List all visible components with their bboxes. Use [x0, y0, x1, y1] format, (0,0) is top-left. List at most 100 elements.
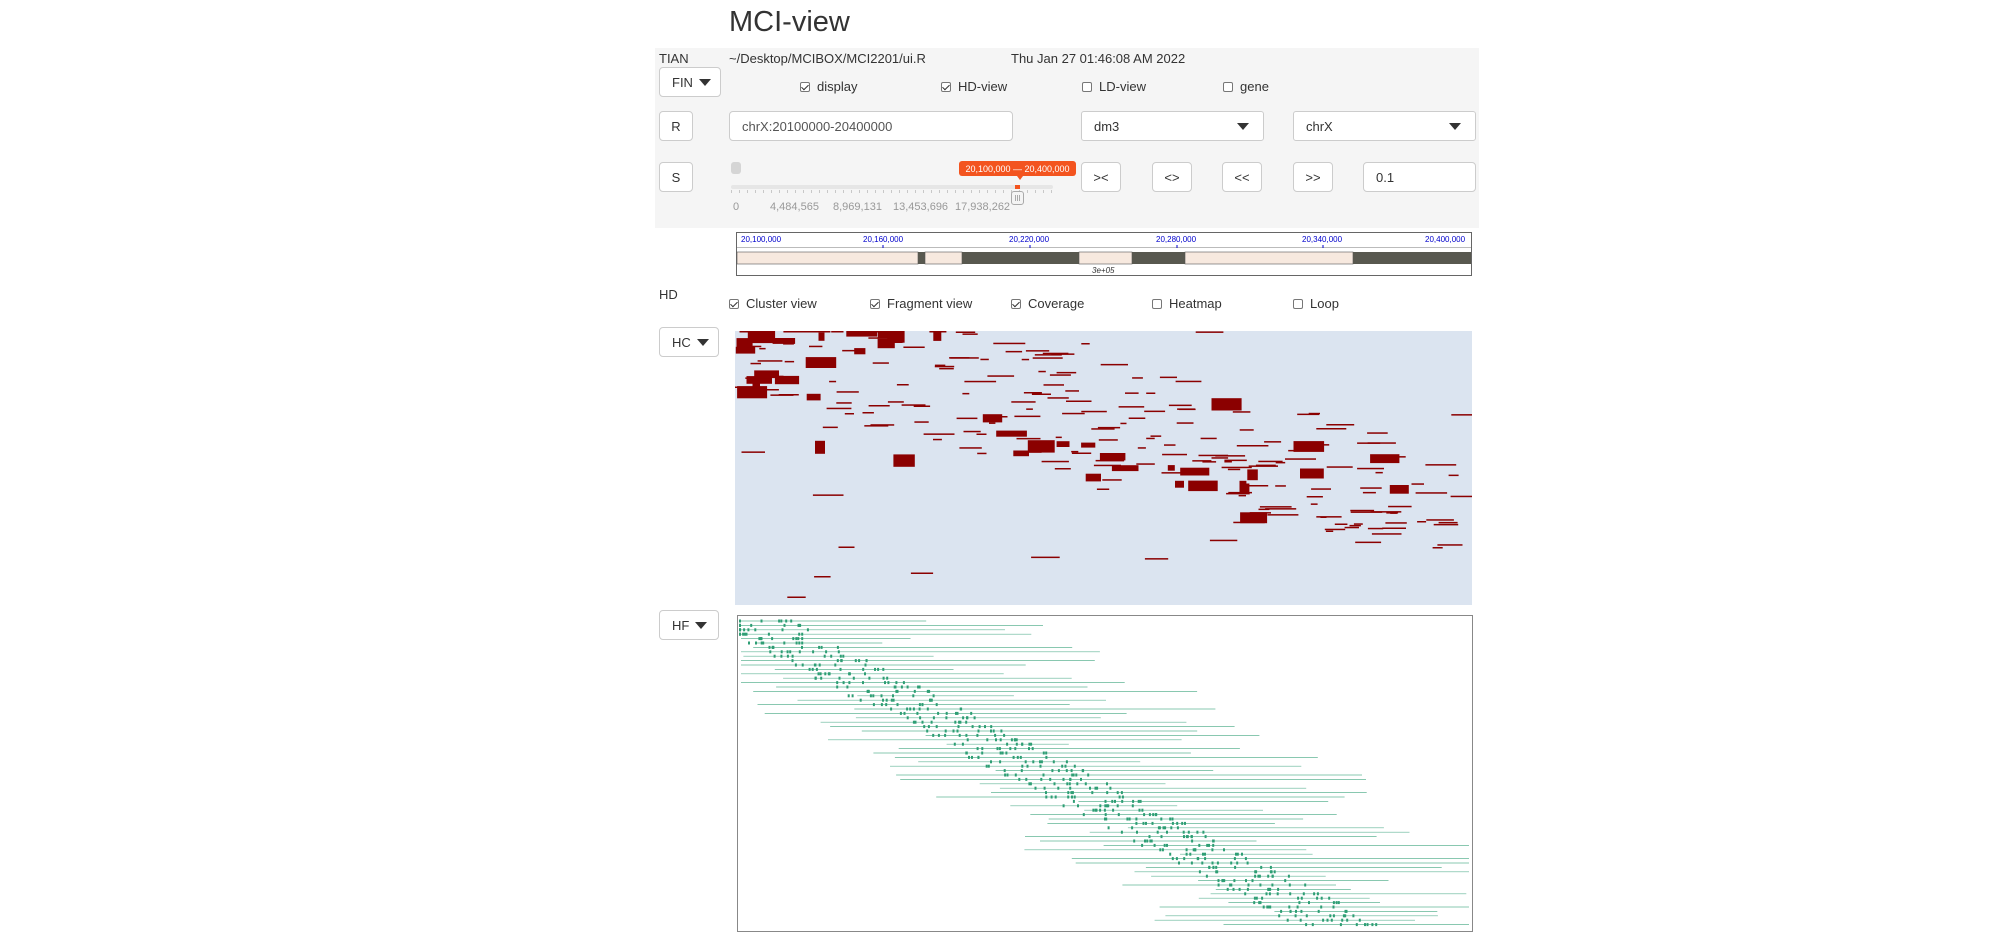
cluster-bar: [1071, 450, 1079, 453]
hf-dropdown-button[interactable]: HF: [659, 610, 719, 640]
fragment-mark: [1116, 791, 1119, 795]
cluster-bar: [1200, 437, 1217, 440]
genome-select[interactable]: dm3: [1081, 111, 1264, 141]
cluster-bar: [784, 360, 795, 363]
cluster-bar: [875, 331, 898, 333]
cluster-bar: [1167, 465, 1175, 471]
fragment-mark: [1182, 830, 1185, 834]
cluster-bar: [868, 337, 895, 339]
fin-dropdown-button[interactable]: FIN: [659, 67, 721, 97]
hc-dropdown-button[interactable]: HC: [659, 327, 719, 357]
fragment-mark: [918, 685, 921, 689]
fragment-mark: [739, 623, 741, 627]
cluster-bar: [1095, 459, 1125, 462]
fragment-mark: [1288, 905, 1291, 909]
fragment-mark: [1039, 764, 1042, 768]
display-checkbox[interactable]: display: [800, 79, 857, 94]
fragment-mark: [1169, 852, 1172, 856]
fragment-mark: [780, 654, 783, 658]
cluster-bar: [745, 377, 772, 379]
cluster-bar: [746, 345, 762, 348]
cluster-bar: [955, 331, 976, 333]
fragment-mark: [986, 738, 989, 742]
fragment-mark: [1003, 733, 1006, 737]
cluster-bar: [1334, 523, 1348, 525]
fragment-mark: [1126, 817, 1129, 821]
fragment-mark: [1104, 804, 1107, 808]
fragment-mark: [1065, 769, 1068, 773]
fragment-mark: [858, 659, 861, 663]
file-path: ~/Desktop/MCIBOX/MCI2201/ui.R: [729, 51, 926, 66]
zoom-in-button[interactable]: ><: [1081, 162, 1121, 192]
cluster-bar: [1144, 558, 1169, 560]
slider-track[interactable]: [731, 185, 1053, 189]
slider-tick-label: 13,453,696: [893, 201, 949, 213]
fragment-mark: [1337, 901, 1340, 905]
chrom-select[interactable]: chrX: [1293, 111, 1476, 141]
fragment-mark: [799, 623, 802, 627]
fragment-mark: [994, 733, 997, 737]
coverage-checkbox[interactable]: Coverage: [1011, 296, 1084, 311]
fragment-mark: [1245, 879, 1247, 883]
cluster-bar: [1275, 485, 1286, 487]
fragment-mark: [1065, 760, 1068, 764]
cluster-bar: [778, 394, 799, 396]
s-button[interactable]: S: [659, 162, 693, 192]
fragment-mark: [795, 637, 798, 641]
fragment-mark: [771, 637, 774, 641]
gene-checkbox[interactable]: gene: [1223, 79, 1269, 94]
fragment-mark: [1028, 742, 1031, 746]
loop-checkbox[interactable]: Loop: [1293, 296, 1339, 311]
cluster-bar: [1310, 503, 1318, 505]
fragment-mark: [839, 654, 842, 658]
cluster-bar: [1137, 447, 1146, 449]
fragment-mark: [976, 733, 979, 737]
fragment-mark: [880, 694, 883, 698]
fragment-mark: [1005, 751, 1008, 755]
cluster-bar: [1056, 371, 1077, 374]
fragment-mark: [937, 733, 940, 737]
shift-left-button[interactable]: <<: [1222, 162, 1262, 192]
fragment-mark: [927, 725, 930, 729]
cluster-bar: [1209, 539, 1238, 542]
fragment-view-checkbox[interactable]: Fragment view: [870, 296, 972, 311]
fragment-mark: [818, 645, 821, 649]
fragment-mark: [794, 663, 797, 667]
step-input[interactable]: 0.1: [1363, 162, 1476, 192]
shift-right-button[interactable]: >>: [1293, 162, 1333, 192]
ld-view-checkbox[interactable]: LD-view: [1082, 79, 1146, 94]
region-input[interactable]: chrX:20100000-20400000: [729, 111, 1013, 141]
fragment-mark: [1080, 777, 1082, 781]
heatmap-checkbox[interactable]: Heatmap: [1152, 296, 1222, 311]
cluster-bar: [1450, 495, 1472, 498]
zoom-out-button[interactable]: <>: [1152, 162, 1192, 192]
cluster-bar: [1240, 512, 1268, 524]
cluster-bar: [1099, 453, 1126, 461]
fragment-mark: [1313, 892, 1316, 896]
fragment-mark: [1095, 808, 1098, 812]
cluster-bar: [747, 331, 776, 344]
fragment-mark: [1266, 905, 1269, 909]
r-button[interactable]: R: [659, 111, 693, 141]
fragment-mark: [1289, 909, 1292, 913]
cluster-bar: [1062, 412, 1085, 415]
fragment-mark: [1156, 830, 1159, 834]
fragment-mark: [755, 641, 757, 645]
cluster-bar: [1175, 480, 1184, 488]
slider-handle[interactable]: [1011, 191, 1024, 205]
hd-view-checkbox[interactable]: HD-view: [941, 79, 1007, 94]
fragment-mark: [1057, 769, 1060, 773]
fragment-mark: [1185, 852, 1188, 856]
cluster-bar: [1415, 492, 1448, 494]
checkbox-icon: [1152, 298, 1162, 309]
app-title: MCI-view: [729, 6, 850, 38]
fragment-mark: [1196, 830, 1199, 834]
check-icon: [1011, 298, 1021, 309]
fragment-mark: [956, 729, 959, 733]
cluster-view-checkbox[interactable]: Cluster view: [729, 296, 817, 311]
fragment-mark: [1146, 839, 1149, 843]
cluster-bar: [982, 414, 1003, 423]
badge-pointer-icon: [1017, 176, 1023, 180]
fragment-mark: [1229, 883, 1232, 887]
fragment-mark: [1089, 786, 1091, 790]
